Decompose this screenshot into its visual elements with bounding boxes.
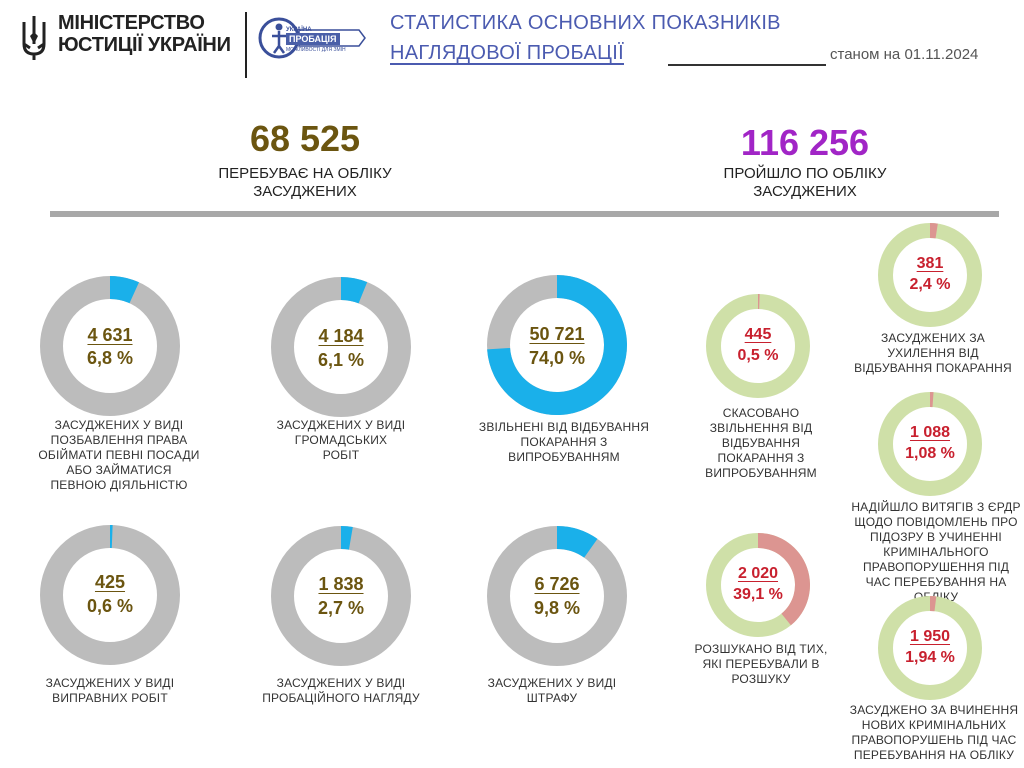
donut-value: 425 <box>94 572 126 592</box>
title-line2: НАГЛЯДОВОЇ ПРОБАЦІЇ <box>390 42 624 64</box>
donut-value: 6 726 <box>534 574 580 594</box>
donut-percent: 39,1 % <box>733 586 783 603</box>
total-passed-value: 116 256 <box>740 122 870 163</box>
page-title: СТАТИСТИКА ОСНОВНИХ ПОКАЗНИКІВ НАГЛЯДОВО… <box>390 8 781 68</box>
donut-svg <box>271 526 411 666</box>
donut-segment <box>758 294 760 310</box>
total-registered-value: 68 525 <box>249 118 361 159</box>
donut-track <box>40 276 180 416</box>
donut-svg <box>40 525 180 665</box>
donut-value: 50 721 <box>529 324 585 344</box>
donut-svg <box>40 276 180 416</box>
donut-percent: 1,94 % <box>905 649 955 666</box>
donut-segment <box>110 525 113 549</box>
donut-segment <box>110 276 140 304</box>
donut-chart <box>878 392 982 496</box>
total-registered-caption: ПЕРЕБУВАЄ НА ОБЛІКУ ЗАСУДЖЕНИХ <box>218 165 392 200</box>
donut-chart <box>271 526 411 666</box>
donut-chart <box>706 533 810 637</box>
trident-icon <box>22 16 46 60</box>
ministry-line2: ЮСТИЦІЇ УКРАЇНИ <box>58 34 231 56</box>
donut-segment <box>557 526 598 558</box>
donut-caption: РОЗШУКАНО ВІД ТИХ, ЯКІ ПЕРЕБУВАЛИ В РОЗШ… <box>694 642 828 686</box>
probation-logo: УКРАЇНА ПРОБАЦІЯ МОЖЛИВОСТІ ДЛЯ ЗМІН <box>255 12 367 64</box>
title-line1: СТАТИСТИКА ОСНОВНИХ ПОКАЗНИКІВ <box>390 12 781 34</box>
donut-caption: ЗАСУДЖЕНО ЗА ВЧИНЕННЯ НОВИХ КРИМІНАЛЬНИХ… <box>849 703 1019 762</box>
donut-track <box>878 223 982 327</box>
donut-value: 4 631 <box>87 325 133 345</box>
donut-chart <box>487 526 627 666</box>
ministry-name: МІНІСТЕРСТВО ЮСТИЦІЇ УКРАЇНИ <box>58 12 231 56</box>
donut-track <box>40 525 180 665</box>
donut-percent: 2,7 % <box>317 598 365 618</box>
donut-svg <box>487 275 627 415</box>
donut-segment <box>758 533 810 626</box>
donut-caption: ЗАСУДЖЕНИХ У ВИДІ ГРОМАДСЬКИХ РОБІТ <box>276 418 406 462</box>
donut-percent: 0,5 % <box>737 347 779 364</box>
donut-percent: 1,08 % <box>905 445 955 462</box>
donut-caption: ЗАСУДЖЕНИХ ЗА УХИЛЕННЯ ВІД ВІДБУВАННЯ ПО… <box>854 331 1012 375</box>
donut-caption: ЗАСУДЖЕНИХ У ВИДІ ПОЗБАВЛЕННЯ ПРАВА ОБІЙ… <box>38 418 200 492</box>
donut-svg <box>878 392 982 496</box>
donut-svg <box>271 277 411 417</box>
donut-svg <box>487 526 627 666</box>
donut-track <box>878 392 982 496</box>
donut-value: 1 088 <box>909 424 951 441</box>
donut-caption: ЗАСУДЖЕНИХ У ВИДІ ПРОБАЦІЙНОГО НАГЛЯДУ <box>262 676 420 705</box>
donut-track <box>271 277 411 417</box>
donut-chart <box>706 294 810 398</box>
donut-percent: 9,8 % <box>533 598 581 618</box>
donut-chart <box>878 223 982 327</box>
donut-value: 1 950 <box>909 628 951 645</box>
report-date: станом на 01.11.2024 <box>830 46 979 63</box>
donut-chart <box>40 525 180 665</box>
donut-segment <box>930 223 938 239</box>
donut-svg <box>706 533 810 637</box>
donut-svg <box>878 596 982 700</box>
donut-segment <box>341 526 353 550</box>
donut-track <box>878 596 982 700</box>
donut-value: 445 <box>744 326 772 343</box>
donut-track <box>706 294 810 398</box>
donut-caption: НАДІЙШЛО ВИТЯГІВ З ЄРДР ЩОДО ПОВІДОМЛЕНЬ… <box>851 500 1021 604</box>
date-underline <box>668 64 826 66</box>
ministry-line1: МІНІСТЕРСТВО <box>58 12 205 34</box>
donut-caption: ЗАСУДЖЕНИХ У ВИДІ ШТРАФУ <box>487 676 617 705</box>
logo-caption-main: ПРОБАЦІЯ <box>286 33 340 45</box>
donut-chart <box>271 277 411 417</box>
total-passed-caption: ПРОЙШЛО ПО ОБЛІКУ ЗАСУДЖЕНИХ <box>723 165 887 200</box>
donut-percent: 74,0 % <box>528 348 586 368</box>
donut-percent: 2,4 % <box>909 276 951 293</box>
donut-segment <box>930 596 937 612</box>
donut-percent: 6,8 % <box>86 348 134 368</box>
donut-caption: ЗВІЛЬНЕНІ ВІД ВІДБУВАННЯ ПОКАРАННЯ З ВИП… <box>478 420 650 464</box>
donut-segment <box>487 275 627 415</box>
donut-svg <box>706 294 810 398</box>
donut-chart <box>878 596 982 700</box>
logo-caption-bottom: МОЖЛИВОСТІ ДЛЯ ЗМІН <box>286 47 346 53</box>
donut-percent: 0,6 % <box>86 596 134 616</box>
donut-track <box>487 526 627 666</box>
donut-chart <box>487 275 627 415</box>
donut-percent: 6,1 % <box>317 350 365 370</box>
donut-track <box>271 526 411 666</box>
donut-value: 381 <box>916 255 944 272</box>
donut-caption: ЗАСУДЖЕНИХ У ВИДІ ВИПРАВНИХ РОБІТ <box>45 676 175 705</box>
donut-segment <box>341 277 368 304</box>
section-divider <box>50 211 999 217</box>
donut-value: 4 184 <box>318 326 364 346</box>
donut-chart <box>40 276 180 416</box>
donut-caption: СКАСОВАНО ЗВІЛЬНЕННЯ ВІД ВІДБУВАННЯ ПОКА… <box>705 406 817 480</box>
logo-caption-top: УКРАЇНА <box>286 27 312 33</box>
donut-value: 2 020 <box>737 565 779 582</box>
donut-segment <box>930 392 934 408</box>
donut-svg <box>878 223 982 327</box>
header-divider <box>245 12 247 78</box>
donut-value: 1 838 <box>318 574 364 594</box>
